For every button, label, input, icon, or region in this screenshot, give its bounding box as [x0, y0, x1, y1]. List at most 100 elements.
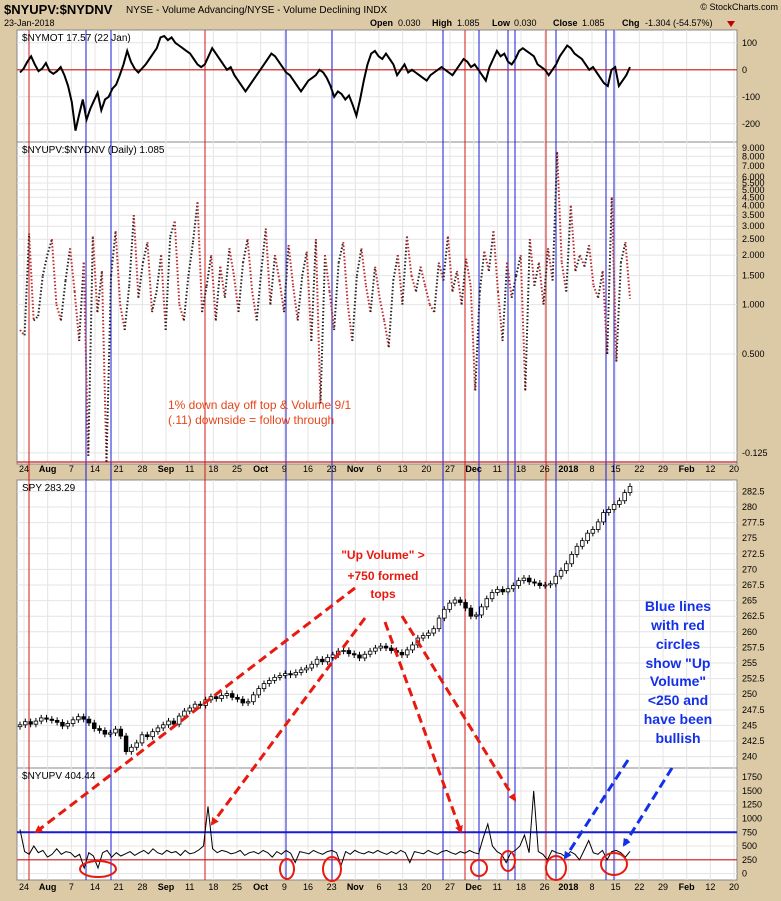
y-tick-label: 0	[742, 869, 747, 879]
spy-candle	[627, 483, 633, 496]
x-tick-label: 15	[611, 882, 621, 892]
spy-candle	[102, 727, 108, 738]
spy-candle	[277, 672, 283, 681]
spy-candle-body	[458, 599, 463, 603]
spy-candle	[240, 696, 246, 707]
chg-label: Chg	[622, 18, 640, 28]
spy-candle-body	[389, 647, 394, 651]
x-tick-label: 21	[114, 464, 124, 474]
spy-candle-body	[229, 693, 235, 698]
spy-candle-body	[214, 696, 219, 699]
spy-candle	[511, 582, 516, 592]
x-tick-label: Dec	[465, 882, 482, 892]
x-tick-label: Feb	[679, 464, 696, 474]
x-tick-label: 7	[69, 882, 74, 892]
ratio-segment	[169, 221, 176, 237]
ratio-segment	[351, 275, 358, 342]
spy-candle	[569, 551, 574, 567]
ratio-segment	[151, 291, 158, 313]
ratio-segment	[328, 291, 336, 331]
axis-layer: 24 Aug 7 14 21 28 Sep 11 18 25 Oct 9 16 23 Nov 6 13 20 27 D…	[19, 38, 768, 892]
spy-candle-body	[564, 563, 569, 572]
red-circle	[600, 852, 628, 876]
ratio-segment	[415, 266, 422, 292]
spy-candle-body	[542, 584, 548, 587]
ratio-segment	[519, 255, 527, 391]
spy-candle-body	[33, 720, 39, 725]
ratio-segment	[205, 254, 213, 287]
ratio-segment	[178, 304, 185, 321]
spy-candle-body	[288, 673, 293, 676]
y-tick-label: 260	[742, 627, 757, 637]
ratio-segment	[624, 242, 631, 299]
spy-candle-body	[495, 588, 500, 593]
spy-candle	[362, 651, 368, 662]
spy-candle-body	[235, 696, 240, 700]
y-tick-label: 5.500	[742, 178, 765, 188]
red-circle	[279, 858, 295, 880]
spy-candle	[81, 713, 86, 723]
spy-candle	[378, 643, 383, 652]
spy-candle	[60, 719, 65, 730]
spy-candle-body	[309, 663, 314, 669]
ratio-segment	[610, 197, 618, 362]
spy-candle-body	[251, 694, 256, 703]
spy-candle-body	[192, 703, 198, 709]
spy-candle-body	[272, 676, 277, 681]
spy-candle	[245, 698, 251, 707]
annotation-blue-2: with red	[650, 617, 705, 633]
ratio-segment	[91, 236, 99, 313]
header-watermark: © StockCharts.com	[700, 2, 778, 12]
x-tick-label: 20	[421, 882, 431, 892]
spy-candle	[70, 716, 76, 727]
ratio-segment	[100, 271, 108, 463]
spy-candle-body	[468, 607, 474, 617]
spy-candle	[585, 530, 590, 544]
spy-candle	[113, 726, 118, 737]
ratio-segment	[228, 248, 235, 276]
y-tick-label: 257.5	[742, 642, 765, 652]
spy-candle	[86, 716, 92, 727]
spy-candle-body	[298, 669, 304, 673]
spy-candle	[267, 677, 272, 687]
spy-candle	[468, 604, 474, 620]
ratio-segment	[524, 239, 531, 391]
ratio-segment	[606, 197, 613, 355]
ratio-segment	[451, 270, 458, 292]
ratio-segment	[87, 236, 94, 456]
ratio-segment	[533, 262, 540, 287]
spy-candle	[330, 651, 336, 661]
spy-candle-body	[574, 545, 580, 555]
ratio-segment	[615, 262, 622, 362]
spy-candle-body	[267, 680, 272, 685]
spy-candle-body	[160, 724, 166, 729]
ratio-segment	[123, 285, 131, 331]
spy-candle	[484, 595, 490, 610]
grid-layer	[17, 30, 737, 880]
spy-candle	[23, 718, 28, 728]
ratio-segment	[560, 262, 568, 292]
spy-candle	[458, 596, 463, 606]
spy-candle	[426, 629, 431, 639]
spy-candle	[532, 578, 537, 587]
red-circles	[79, 850, 628, 882]
annotation-blue-4: show "Up	[646, 655, 711, 671]
ratio-segment	[496, 291, 504, 342]
x-tick-label: 29	[658, 882, 668, 892]
spy-candle-body	[436, 617, 442, 630]
ratio-segment	[474, 291, 481, 391]
spy-candle-body	[219, 695, 224, 699]
ratio-segment	[55, 304, 62, 321]
ratio-segment	[137, 262, 144, 298]
x-tick-label: 20	[729, 464, 739, 474]
y-tick-label: 0.500	[742, 349, 765, 359]
x-tick-label: 8	[589, 882, 594, 892]
x-tick-label: 13	[398, 464, 408, 474]
spy-candle-body	[357, 654, 362, 659]
ratio-segment	[501, 262, 509, 342]
ratio-segment	[360, 248, 367, 286]
spy-candle	[229, 690, 235, 701]
ratio-segment	[23, 233, 31, 336]
spy-candle	[373, 644, 378, 655]
close-label: Close	[553, 18, 578, 28]
